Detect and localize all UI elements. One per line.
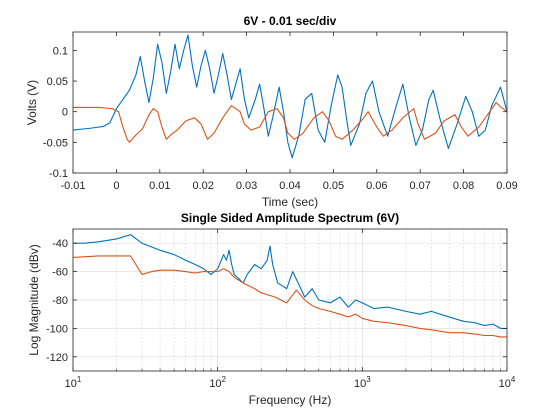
x-tick-label: 101 [65, 375, 82, 390]
chart-title: Single Sided Amplitude Spectrum (6V) [181, 211, 399, 225]
x-tick-label: 0.08 [453, 180, 474, 192]
x-tick-label: 0.07 [409, 180, 430, 192]
y-tick-label: -80 [52, 295, 68, 307]
x-tick-label: 104 [499, 375, 516, 390]
y-tick-label: -60 [52, 267, 68, 279]
plot-area [73, 34, 507, 159]
y-tick-label: -120 [46, 352, 68, 364]
series-line-2 [73, 255, 507, 338]
series-line-1 [73, 234, 507, 329]
x-tick-label: -0.01 [60, 180, 85, 192]
y-axis-label: Log Magnitude (dBv) [27, 244, 41, 355]
y-tick-label: -0.05 [43, 137, 68, 149]
x-tick-label: 0.09 [496, 180, 517, 192]
series-line-2 [73, 101, 507, 143]
y-axis-label: Volts (V) [25, 80, 39, 125]
y-tick-label: -100 [46, 323, 68, 335]
y-tick-label: 0.05 [47, 76, 68, 88]
grid [72, 229, 507, 371]
x-tick-label: 0.03 [236, 180, 257, 192]
y-tick-label: -0.1 [49, 168, 68, 180]
x-tick-label: 0 [113, 180, 119, 192]
plot-area [73, 234, 507, 338]
x-tick-label: 0.06 [366, 180, 387, 192]
x-tick-label: 0.01 [149, 180, 170, 192]
x-tick-label: 0.02 [192, 180, 213, 192]
y-tick-label: 0.1 [53, 45, 68, 57]
y-tick-label: 0 [62, 107, 68, 119]
y-tick-label: -40 [52, 238, 68, 250]
x-axis-label: Frequency (Hz) [249, 393, 332, 407]
chart-title: 6V - 0.01 sec/div [244, 14, 337, 28]
x-tick-label: 103 [354, 375, 371, 390]
chart-1: -0.01 0 0.01 0.02 0.03 0.04 0.05 0.06 0.07 0.08 0.… [25, 14, 518, 209]
x-axis-label: Time (sec) [262, 195, 318, 209]
x-tick-label: 0.04 [279, 180, 300, 192]
x-tick-label: 0.05 [323, 180, 344, 192]
series-line-1 [73, 34, 507, 159]
chart-2: 101 102 103 104 -120 -100 -80 -60 -40 Single Side… [27, 211, 516, 407]
x-tick-label: 102 [209, 375, 226, 390]
